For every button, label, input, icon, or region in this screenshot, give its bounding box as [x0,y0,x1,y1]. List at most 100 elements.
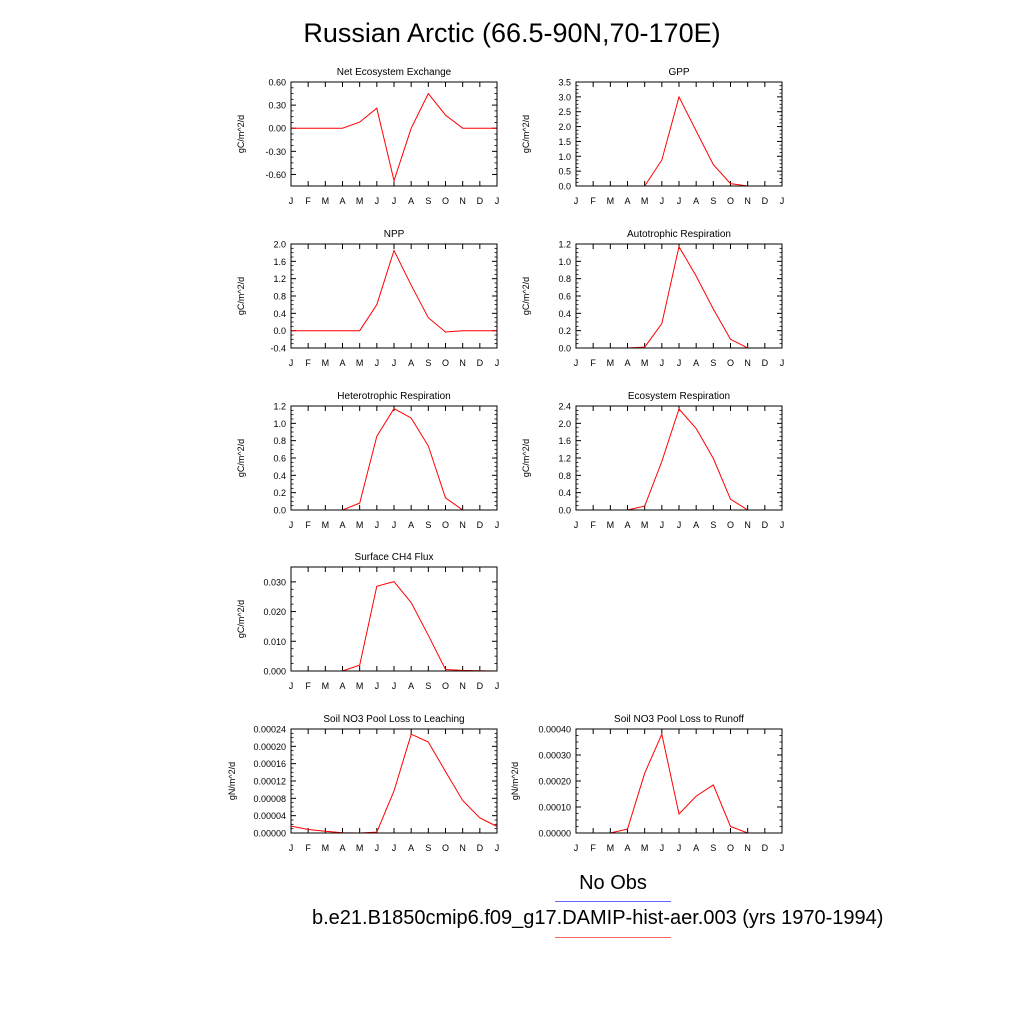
y-tick-label: 0.4 [558,488,571,498]
x-tick-label: S [710,520,716,530]
x-tick-label: M [641,843,649,853]
x-tick-label: A [408,358,414,368]
page-title: Russian Arctic (66.5-90N,70-170E) [303,18,721,48]
x-tick-label: M [356,681,364,691]
x-tick-label: A [339,358,345,368]
x-tick-label: D [762,196,769,206]
x-tick-label: M [322,520,330,530]
x-tick-label: J [289,843,294,853]
x-tick-label: J [495,843,500,853]
x-tick-label: O [442,520,449,530]
legend-obs-label: No Obs [579,872,647,894]
x-tick-label: J [495,681,500,691]
y-tick-label: 1.2 [273,274,286,284]
x-tick-label: M [607,196,615,206]
y-tick-label: -0.30 [265,147,286,157]
x-tick-label: J [780,843,785,853]
y-tick-label: 0.0 [273,326,286,336]
chart-title: Net Ecosystem Exchange [337,67,452,78]
legend-model-label: b.e21.B1850cmip6.f09_g17.DAMIP-hist-aer.… [312,907,884,929]
chart-title: Surface CH4 Flux [355,552,434,563]
x-tick-label: S [425,843,431,853]
y-axis-label: gN/m^2/d [227,762,237,800]
x-tick-label: M [356,843,364,853]
chart-panel: Heterotrophic Respiration gC/m^2/d 1.2 1.0 0… [236,391,499,530]
chart-title: Soil NO3 Pool Loss to Runoff [614,714,744,725]
x-tick-label: A [624,358,630,368]
x-tick-label: M [322,196,330,206]
x-tick-label: O [442,843,449,853]
x-tick-label: F [590,520,596,530]
y-tick-label: 1.2 [273,402,286,412]
x-tick-label: D [762,843,769,853]
y-axis-label: gC/m^2/d [521,277,531,315]
y-tick-label: 0.020 [263,607,286,617]
x-tick-label: J [392,681,397,691]
x-tick-label: N [459,681,466,691]
x-tick-label: J [660,358,665,368]
x-tick-label: F [305,520,311,530]
x-tick-label: J [677,196,682,206]
plot-frame [290,81,498,187]
chart-panel: Autotrophic Respiration gC/m^2/d 1.2 1.0 0.8… [521,229,784,368]
x-tick-label: S [710,196,716,206]
x-tick-label: J [780,520,785,530]
y-tick-label: 0.4 [273,309,286,319]
x-tick-label: N [744,196,751,206]
series-line [291,249,497,333]
x-tick-label: J [574,843,579,853]
x-tick-label: N [459,358,466,368]
x-tick-label: S [425,520,431,530]
y-axis-label: gC/m^2/d [521,115,531,153]
y-tick-label: 0.2 [273,488,286,498]
y-tick-label: 0.00020 [253,742,286,752]
x-tick-label: O [442,358,449,368]
chart-title: Heterotrophic Respiration [337,391,450,402]
y-tick-label: 1.0 [558,257,571,267]
x-tick-label: F [590,196,596,206]
y-tick-label: 0.6 [558,292,571,302]
x-tick-label: J [375,520,380,530]
x-tick-label: A [693,843,699,853]
y-tick-label: 0.8 [558,274,571,284]
x-tick-label: A [624,196,630,206]
x-tick-label: O [442,681,449,691]
plot-frame [290,405,498,511]
x-tick-label: J [677,358,682,368]
x-tick-label: O [727,520,734,530]
y-tick-label: 1.0 [273,419,286,429]
x-tick-label: J [375,358,380,368]
x-tick-label: F [305,196,311,206]
x-tick-label: M [641,520,649,530]
y-tick-label: 0.0 [273,506,286,516]
x-tick-label: N [744,843,751,853]
x-tick-label: D [477,843,484,853]
x-tick-label: M [641,196,649,206]
plot-frame [290,243,498,349]
y-tick-label: 0.60 [268,78,286,88]
x-tick-label: M [322,358,330,368]
x-tick-label: A [339,196,345,206]
y-axis-label: gC/m^2/d [521,439,531,477]
x-tick-label: J [289,520,294,530]
x-tick-label: M [322,681,330,691]
x-tick-label: O [727,196,734,206]
x-tick-label: J [495,520,500,530]
y-tick-label: 0.0 [558,344,571,354]
x-tick-label: J [392,843,397,853]
chart-panel: Soil NO3 Pool Loss to Leaching gN/m^2/d 0.… [227,714,499,853]
x-tick-label: J [660,843,665,853]
x-tick-label: J [289,196,294,206]
y-axis-label: gC/m^2/d [236,115,246,153]
y-tick-label: 0.2 [558,326,571,336]
y-tick-label: 2.0 [558,419,571,429]
chart-title: Autotrophic Respiration [627,229,731,240]
x-tick-label: J [574,358,579,368]
y-tick-label: 0.00024 [253,725,286,735]
x-tick-label: A [408,843,414,853]
chart-title: GPP [668,67,689,78]
x-tick-label: N [459,196,466,206]
y-tick-label: -0.60 [265,170,286,180]
y-tick-label: 0.00012 [253,777,286,787]
